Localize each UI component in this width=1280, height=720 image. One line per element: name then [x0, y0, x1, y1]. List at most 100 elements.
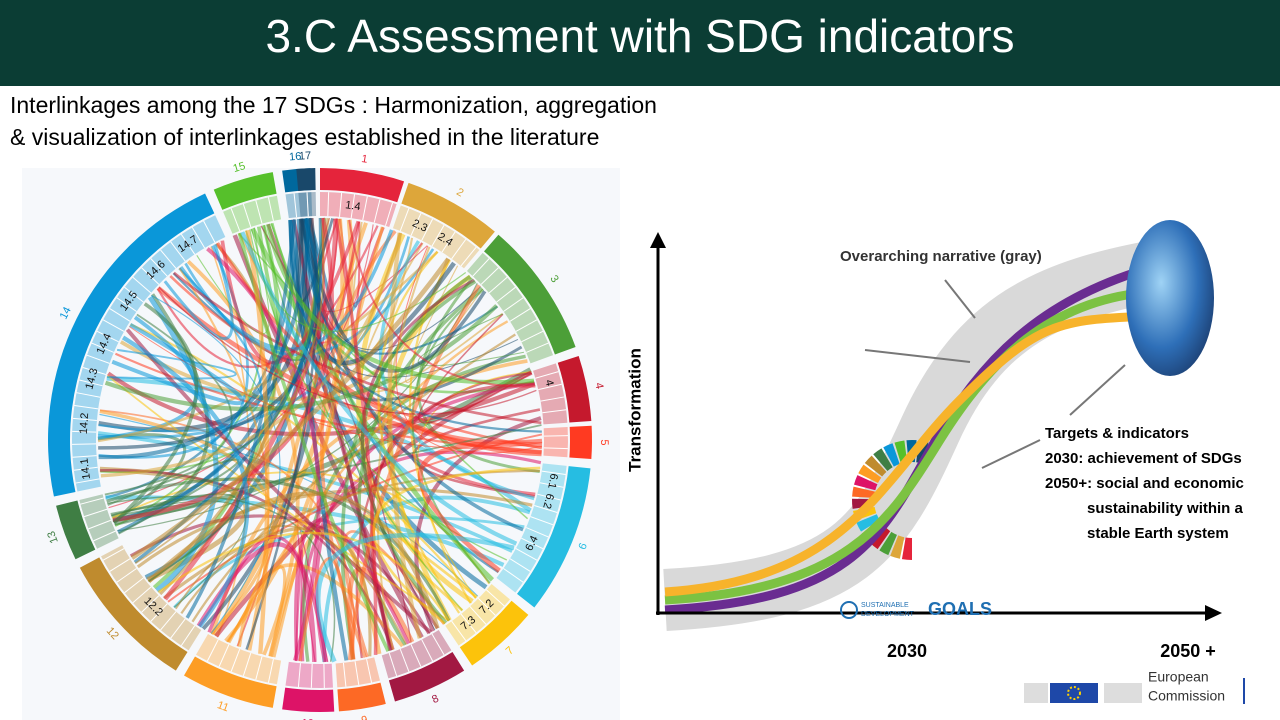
target-divider	[297, 663, 301, 688]
target-divider	[170, 618, 186, 639]
target-divider	[141, 595, 160, 613]
target-divider	[218, 644, 230, 667]
target-divider	[460, 246, 477, 267]
targets-text: sustainability within a	[1087, 500, 1244, 517]
chord	[121, 335, 250, 628]
narrative-label: Overarching narrative (gray)	[840, 248, 1042, 265]
goal-label: 10	[301, 717, 314, 720]
mini-segment	[852, 486, 875, 498]
target-divider	[116, 297, 137, 312]
chord	[107, 348, 237, 380]
chord	[117, 282, 478, 532]
goal-arc	[56, 500, 96, 560]
goal-label: 3	[547, 273, 560, 285]
chord	[263, 225, 463, 611]
chord	[304, 217, 322, 304]
chord	[334, 218, 378, 655]
target-divider	[441, 231, 456, 253]
mini-segment	[869, 527, 891, 550]
target-divider	[79, 379, 103, 387]
chord	[125, 328, 432, 634]
target-divider	[116, 568, 137, 583]
target-divider	[421, 218, 434, 241]
pointer	[944, 279, 976, 319]
target-divider	[421, 639, 434, 662]
target-divider	[543, 447, 568, 450]
target-ring	[496, 463, 567, 593]
goal-label: 4	[592, 382, 605, 390]
chord	[245, 229, 270, 654]
target-divider	[102, 319, 125, 332]
target-divider	[255, 656, 263, 680]
target-divider	[388, 652, 398, 677]
eu-flag	[1050, 683, 1098, 703]
target-divider	[515, 319, 538, 332]
target-divider	[496, 286, 516, 303]
target-ring	[196, 633, 282, 685]
target-divider	[339, 192, 343, 217]
mini-segment	[901, 537, 912, 560]
target-divider	[170, 241, 186, 262]
target-divider	[191, 227, 206, 249]
chord	[298, 557, 356, 662]
target-ring	[101, 545, 202, 651]
goal-arc	[184, 656, 277, 708]
goal-arc	[48, 193, 215, 497]
chord	[157, 531, 450, 622]
chord	[158, 286, 537, 415]
chord	[185, 219, 297, 619]
target-label: 4	[543, 378, 556, 387]
x-label: 2050 +	[1160, 641, 1216, 661]
chord	[232, 234, 424, 639]
target-divider	[469, 606, 487, 625]
goal-arc	[213, 172, 277, 210]
target-divider	[124, 286, 144, 303]
target-divider	[102, 548, 125, 561]
target-divider	[230, 208, 241, 232]
mini-segment	[879, 531, 897, 556]
target-divider	[150, 258, 168, 277]
target-divider	[515, 548, 538, 561]
target-divider	[96, 330, 119, 343]
y-axis-label: Transformation	[625, 348, 644, 472]
chord	[316, 532, 515, 663]
eu-stars	[1067, 686, 1081, 700]
target-divider	[342, 662, 347, 687]
target-divider	[72, 430, 97, 433]
target-divider	[293, 193, 298, 218]
target-divider	[535, 371, 559, 379]
target-label: 14.3	[83, 367, 100, 391]
target-divider	[542, 409, 567, 414]
orange-arrow	[664, 311, 1151, 597]
target-divider	[109, 308, 131, 322]
chord	[97, 236, 411, 439]
target-divider	[132, 276, 152, 294]
goal-label: 2	[454, 186, 465, 199]
chord	[147, 491, 440, 629]
target-divider	[399, 648, 410, 672]
target-divider	[503, 568, 524, 583]
goal-label: 1	[360, 153, 368, 166]
slide-title: 3.C Assessment with SDG indicators	[265, 10, 1015, 62]
target-divider	[75, 478, 100, 484]
green-arrow	[664, 287, 1151, 605]
chord	[207, 535, 328, 663]
target-divider	[525, 342, 549, 353]
target-divider	[451, 239, 467, 260]
goal-label: 8	[430, 693, 440, 706]
target-divider	[350, 194, 356, 219]
target-label: 1.4	[344, 199, 361, 213]
chord	[98, 218, 311, 460]
goal-label: 14	[58, 305, 74, 321]
target-divider	[537, 493, 561, 501]
target-divider	[255, 200, 263, 224]
arrowhead	[1205, 605, 1222, 621]
target-label: 6.2	[540, 492, 556, 510]
target-label: 14.2	[78, 412, 91, 434]
target-label: 2.3	[410, 217, 429, 234]
target-divider	[109, 558, 131, 572]
target-divider	[76, 392, 101, 398]
goal-arc	[388, 652, 465, 702]
target-ring	[335, 657, 380, 688]
goal-arc	[484, 234, 576, 355]
